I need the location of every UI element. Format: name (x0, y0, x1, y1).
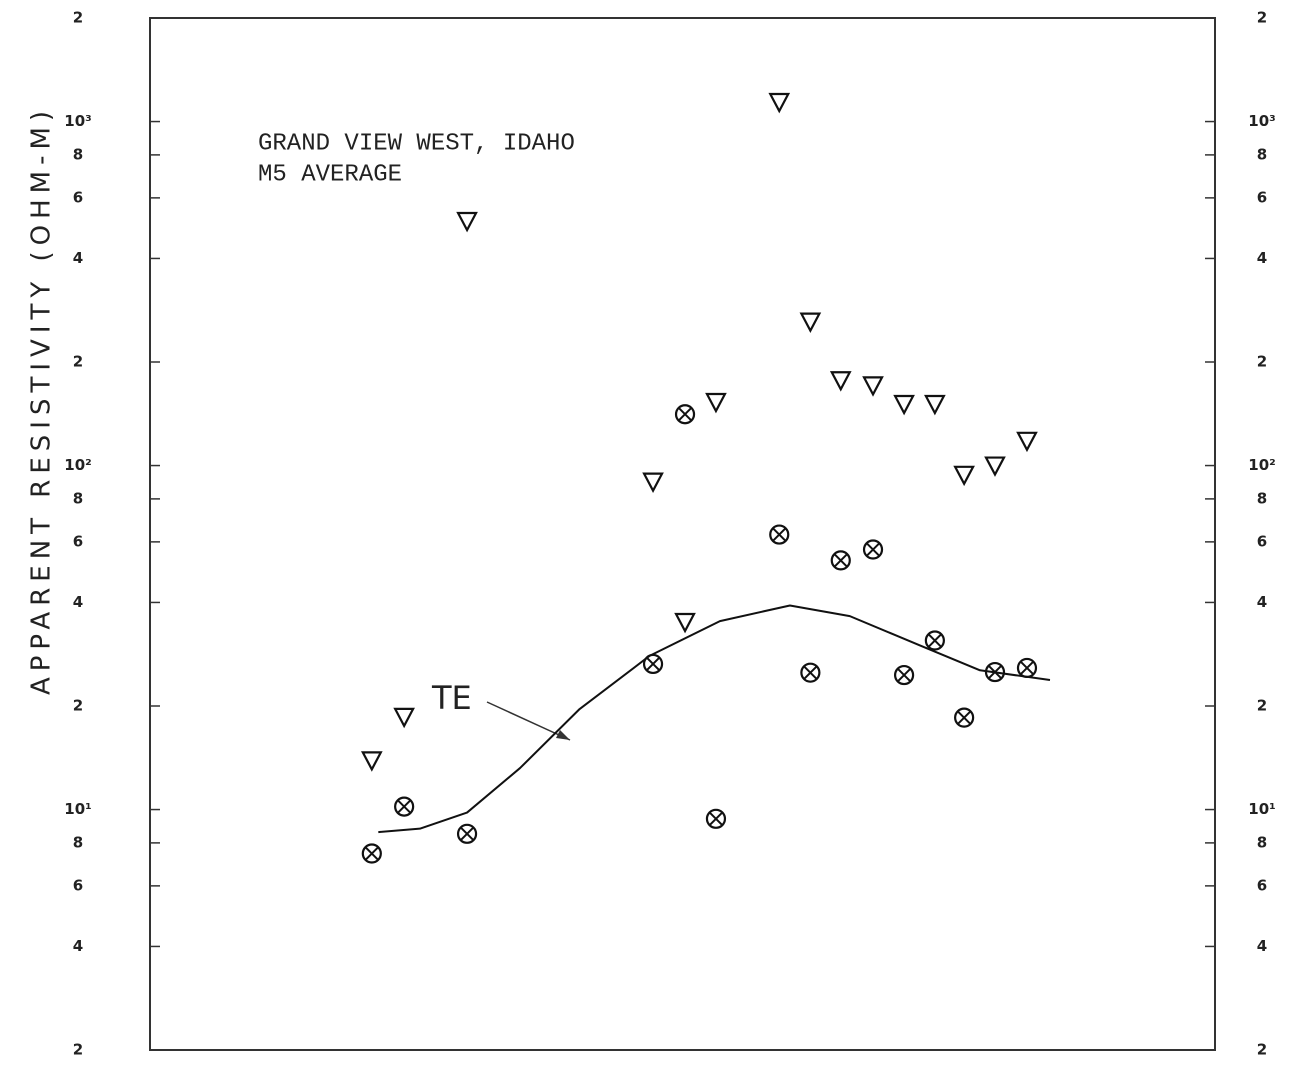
circle-x-point (924, 630, 945, 651)
marker-part (928, 633, 942, 648)
marker-part (397, 799, 411, 814)
y2-tick-label: 10² (1248, 456, 1275, 474)
marker-part (460, 827, 474, 841)
y2-tick-label: 6 (1257, 532, 1267, 550)
y2-tick-label: 4 (1257, 593, 1267, 611)
triangle-point (893, 394, 915, 416)
marker-part (674, 404, 696, 425)
y-tick-label: 2 (73, 353, 83, 371)
triangle-point (984, 456, 1006, 477)
triangle-point (642, 472, 664, 493)
y-tick-label: 6 (73, 532, 83, 550)
y2-tick-label: 10¹ (1248, 800, 1275, 818)
annotation-arrow (486, 701, 571, 741)
circle-x-point (893, 664, 915, 686)
marker-part (769, 524, 790, 545)
marker-part (456, 823, 478, 844)
chart-subtitle: M5 AVERAGE (258, 161, 402, 188)
marker-part (893, 664, 915, 686)
y2-tick-label: 10³ (1248, 112, 1275, 130)
marker-part (365, 846, 379, 861)
triangle-point (456, 211, 478, 233)
marker-part (394, 796, 415, 817)
y2-tick-label: 2 (1257, 1041, 1267, 1059)
y-tick-label: 6 (73, 188, 83, 206)
y2-tick-label: 4 (1257, 937, 1267, 955)
marker-part (361, 843, 382, 864)
circle-x-point (674, 404, 696, 425)
triangle-point (393, 707, 415, 729)
triangle-point (799, 312, 822, 334)
circle-x-point (1016, 657, 1038, 679)
y-tick-label: 2 (73, 697, 83, 715)
y2-tick-label: 2 (1257, 697, 1267, 715)
y2-tick-label: 8 (1257, 489, 1267, 507)
y-tick-label: 4 (73, 937, 83, 955)
marker-part (957, 710, 971, 725)
marker-part (1020, 661, 1034, 675)
y-tick-label: 10² (64, 456, 91, 474)
circle-x-point (800, 662, 821, 683)
marker-part (646, 657, 660, 671)
y-tick-label: 2 (73, 1041, 83, 1059)
line-annotation: TE (431, 679, 472, 717)
triangle-point (862, 376, 884, 397)
marker-part (800, 662, 821, 683)
circle-x-point (830, 550, 851, 571)
y2-tick-label: 8 (1257, 833, 1267, 851)
marker-part (678, 407, 692, 421)
triangle-point (1016, 431, 1038, 453)
y-tick-label: 8 (73, 833, 83, 851)
circle-x-point (705, 808, 727, 829)
y2-tick-label: 6 (1257, 188, 1267, 206)
marker-part (924, 630, 945, 651)
y-tick-label: 4 (73, 593, 83, 611)
triangle-point (674, 612, 696, 634)
triangle-point (360, 751, 383, 772)
y2-tick-label: 4 (1257, 249, 1267, 267)
marker-part (803, 665, 818, 680)
marker-part (834, 553, 848, 568)
y-tick-label: 8 (73, 145, 83, 163)
marker-part (862, 539, 884, 560)
y-tick-label: 4 (73, 249, 83, 267)
marker-part (709, 812, 723, 826)
y2-tick-label: 6 (1257, 876, 1267, 894)
model-curve (378, 604, 1051, 834)
chart-title: GRAND VIEW WEST, IDAHO (258, 130, 575, 157)
y2-tick-label: 2 (1257, 353, 1267, 371)
marker-part (954, 707, 975, 728)
triangle-point (705, 392, 727, 414)
y-axis-label: APPARENT RESISTIVITY (OHM-M) (27, 105, 57, 695)
y-tick-label: 6 (73, 876, 83, 894)
circle-x-point (954, 707, 975, 728)
circle-x-point (769, 524, 790, 545)
y-tick-label: 8 (73, 489, 83, 507)
triangle-point (953, 465, 975, 487)
plot-frame (149, 17, 1216, 1051)
circle-x-point (361, 843, 382, 864)
circle-x-point (862, 539, 884, 560)
marker-part (897, 668, 911, 682)
marker-part (866, 542, 880, 557)
y-tick-label: 2 (73, 9, 83, 27)
marker-part (772, 527, 786, 542)
y-tick-label: 10¹ (64, 800, 91, 818)
triangle-point (924, 394, 946, 416)
triangle-point (768, 92, 791, 114)
triangle-point (829, 371, 852, 392)
arrow-head (556, 730, 570, 740)
circle-x-point (394, 796, 415, 817)
circle-x-point (456, 823, 478, 844)
y-tick-label: 10³ (64, 112, 91, 130)
marker-part (705, 808, 727, 829)
y2-tick-label: 2 (1257, 9, 1267, 27)
y2-tick-label: 8 (1257, 145, 1267, 163)
marker-part (830, 550, 851, 571)
